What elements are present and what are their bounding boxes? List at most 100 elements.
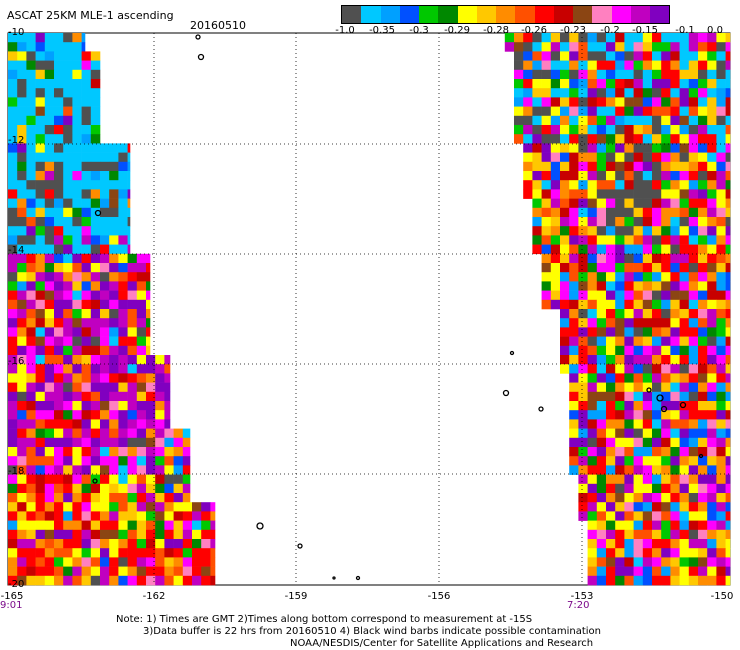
- swath-cell: [8, 161, 18, 172]
- swath-cell: [127, 180, 131, 190]
- swath-cell: [679, 327, 690, 337]
- swath-cell: [118, 345, 128, 356]
- swath-cell: [652, 97, 662, 107]
- swath-cell: [127, 474, 138, 485]
- swath-cell: [35, 511, 46, 521]
- swath-cell: [569, 171, 579, 181]
- swath-cell: [633, 143, 644, 153]
- swath-cell: [523, 42, 533, 52]
- swath-cell: [679, 382, 690, 393]
- swath-cell: [642, 60, 653, 71]
- swath-cell: [54, 217, 64, 227]
- swath-cell: [35, 437, 46, 448]
- swath-cell: [716, 548, 726, 558]
- swath-cell: [63, 309, 73, 319]
- swath-cell: [54, 401, 64, 411]
- swath-cell: [90, 79, 101, 89]
- swath-cell: [54, 69, 64, 80]
- lat-label-18: -18: [8, 466, 25, 477]
- swath-cell: [560, 51, 570, 61]
- swath-cell: [35, 520, 46, 531]
- swath-cell: [72, 180, 82, 190]
- swath-cell: [118, 189, 128, 199]
- swath-cell: [615, 336, 625, 347]
- swath-cell: [17, 69, 27, 80]
- swath-cell: [569, 198, 579, 209]
- swath-cell: [661, 520, 671, 531]
- swath-cell: [716, 235, 726, 245]
- swath-cell: [606, 198, 616, 209]
- swath-cell: [652, 474, 662, 485]
- swath-cell: [100, 198, 110, 209]
- swath-cell: [118, 171, 128, 181]
- swath-cell: [707, 557, 717, 567]
- swath-cell: [606, 309, 616, 319]
- swath-cell: [670, 217, 680, 227]
- swath-cell: [81, 465, 92, 475]
- swath-cell: [136, 364, 147, 374]
- swath-cell: [100, 143, 110, 153]
- swath-cell: [606, 106, 616, 117]
- swath-cell: [54, 198, 64, 209]
- swath-cell: [725, 134, 731, 144]
- swath-cell: [670, 253, 680, 264]
- color-scale-label: -0.23: [560, 25, 586, 36]
- swath-cell: [514, 51, 524, 61]
- swath-cell: [716, 207, 726, 218]
- swath-cell: [652, 382, 662, 393]
- swath-cell: [661, 483, 671, 494]
- swath-cell: [81, 327, 92, 337]
- swath-cell: [81, 198, 92, 209]
- swath-cell: [541, 263, 552, 273]
- swath-cell: [44, 69, 55, 80]
- swath-cell: [127, 171, 131, 181]
- swath-cell: [642, 33, 653, 43]
- swath-cell: [707, 575, 717, 586]
- swath-cell: [8, 575, 18, 586]
- swath-cell: [698, 474, 708, 485]
- swath-cell: [596, 134, 607, 144]
- swath-cell: [707, 502, 717, 512]
- swath-cell: [35, 152, 46, 163]
- swath-cell: [146, 373, 156, 383]
- swath-cell: [44, 152, 55, 163]
- swath-cell: [596, 143, 607, 153]
- swath-cell: [127, 198, 131, 209]
- swath-cell: [192, 539, 202, 549]
- swath-cell: [587, 437, 598, 448]
- swath-cell: [127, 336, 138, 347]
- swath-cell: [118, 143, 128, 153]
- swath-cell: [109, 152, 119, 163]
- swath-cell: [606, 272, 616, 282]
- swath-cell: [679, 373, 690, 383]
- swath-cell: [109, 336, 119, 347]
- swath-cell: [100, 502, 110, 512]
- swath-cell: [716, 529, 726, 540]
- swath-cell: [63, 143, 73, 153]
- note-line-1: Note: 1) Times are GMT 2)Times along bot…: [116, 614, 533, 625]
- swath-cell: [35, 180, 46, 190]
- swath-cell: [642, 143, 653, 153]
- swath-cell: [725, 447, 731, 457]
- swath-cell: [707, 529, 717, 540]
- swath-cell: [72, 299, 82, 310]
- swath-cell: [606, 529, 616, 540]
- swath-cell: [652, 226, 662, 236]
- swath-cell: [118, 253, 128, 264]
- swath-cell: [54, 189, 64, 199]
- swath-cell: [35, 382, 46, 393]
- swath-cell: [624, 97, 634, 107]
- swath-cell: [725, 161, 731, 172]
- swath-cell: [90, 189, 101, 199]
- swath-cell: [661, 281, 671, 291]
- swath-cell: [670, 42, 680, 52]
- swath-cell: [688, 345, 699, 356]
- swath-cell: [707, 309, 717, 319]
- swath-cell: [81, 401, 92, 411]
- swath-cell: [182, 437, 191, 448]
- swath-cell: [698, 189, 708, 199]
- swath-cell: [44, 42, 55, 52]
- swath-cell: [698, 456, 708, 466]
- swath-cell: [642, 382, 653, 393]
- swath-cell: [606, 483, 616, 494]
